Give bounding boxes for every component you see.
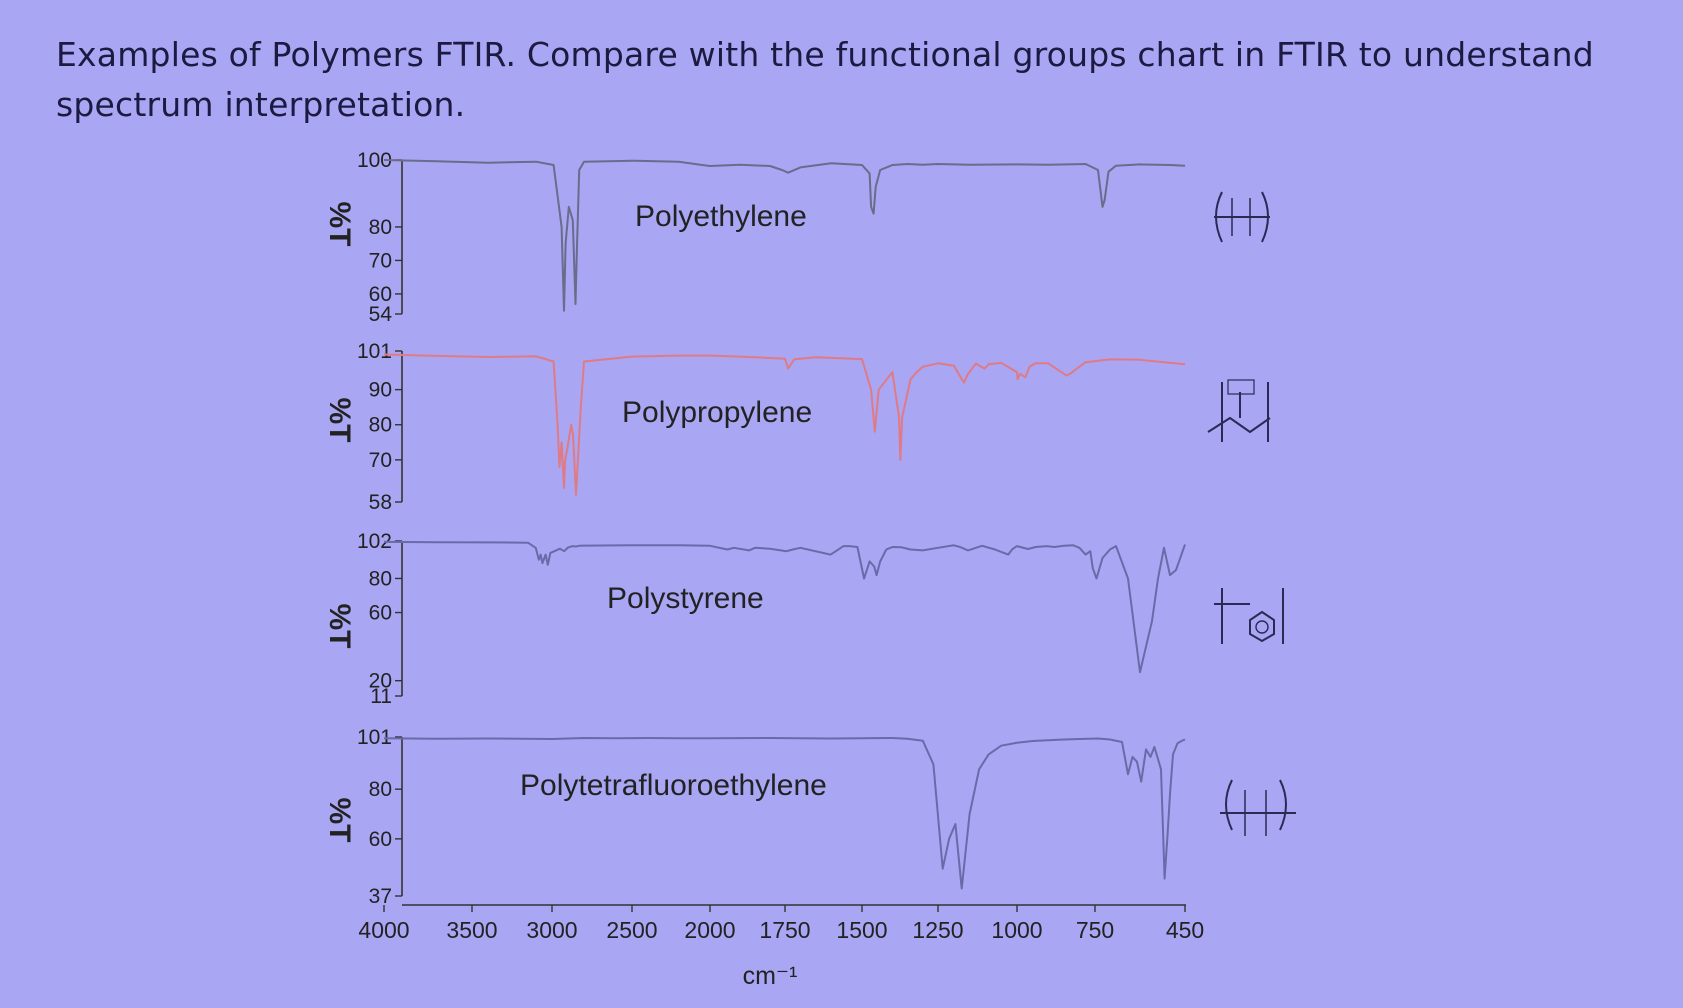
polyethylene-y-tick-label: 100 — [357, 149, 392, 172]
polyethylene-y-tick-label: 60 — [369, 283, 392, 306]
polystyrene-y-tick-label: 80 — [369, 567, 392, 590]
polystyrene-spectrum-line — [383, 540, 1186, 674]
polyethylene-panel-label: Polyethylene — [635, 200, 807, 233]
polytetrafluoroethylene-y-tick-label: 37 — [369, 885, 392, 908]
x-tick-label: 1000 — [991, 917, 1042, 943]
polystyrene-structure-icon — [1214, 588, 1284, 644]
polyethylene-y-tick-label: 54 — [369, 303, 393, 326]
polyethylene-y-tick-label: 80 — [369, 216, 392, 239]
polystyrene-y-tick-label: 20 — [369, 670, 392, 693]
x-tick-label: 1750 — [759, 917, 810, 943]
x-axis-label: cm⁻¹ — [743, 962, 798, 990]
polypropylene-panel-label: Polypropylene — [622, 396, 812, 429]
polystyrene-y-tick-label: 102 — [357, 530, 392, 553]
polypropylene-y-tick-label: 58 — [369, 491, 392, 514]
polytetrafluoroethylene-y-tick-label: 60 — [369, 828, 392, 851]
polytetrafluoroethylene-y-tick-label: 80 — [369, 778, 392, 801]
x-tick-label: 2500 — [606, 917, 657, 943]
x-tick-label: 3500 — [446, 917, 497, 943]
page-heading: Examples of Polymers FTIR. Compare with … — [56, 35, 1594, 124]
polyethylene-y-axis-label: %T — [323, 202, 356, 247]
polytetrafluoroethylene-spectrum-line — [383, 737, 1186, 890]
x-tick-label: 1500 — [836, 917, 887, 943]
polytetrafluoroethylene-y-axis-label: %T — [323, 798, 356, 843]
polyethylene-y-tick-label: 70 — [369, 249, 392, 272]
polystyrene-panel-label: Polystyrene — [607, 582, 764, 615]
polyethylene-structure-icon — [1214, 191, 1270, 243]
x-tick-label: 3000 — [526, 917, 577, 943]
x-tick-label: 2000 — [684, 917, 735, 943]
polypropylene-y-tick-label: 70 — [369, 449, 392, 472]
polystyrene-y-tick-label: 60 — [369, 602, 392, 625]
polytetrafluoroethylene-panel-label: Polytetrafluoroethylene — [520, 769, 827, 802]
polystyrene-y-axis-label: %T — [323, 604, 356, 649]
polypropylene-y-tick-label: 90 — [369, 379, 392, 402]
x-tick-label: 450 — [1166, 917, 1204, 943]
x-tick-label: 4000 — [358, 917, 409, 943]
polypropylene-y-tick-label: 101 — [357, 340, 392, 363]
polypropylene-structure-icon — [1207, 379, 1271, 442]
polypropylene-y-axis-label: %T — [323, 398, 356, 443]
polypropylene-y-tick-label: 80 — [369, 414, 392, 437]
polypropylene-spectrum-line — [383, 353, 1186, 496]
polytetrafluoroethylene-y-tick-label: 101 — [357, 726, 392, 749]
ptfe-structure-icon — [1220, 779, 1296, 836]
polystyrene-y-tick-label: 11 — [370, 685, 392, 708]
x-tick-label: 1250 — [912, 917, 963, 943]
x-tick-label: 750 — [1076, 917, 1114, 943]
polyethylene-spectrum-line — [383, 159, 1186, 312]
